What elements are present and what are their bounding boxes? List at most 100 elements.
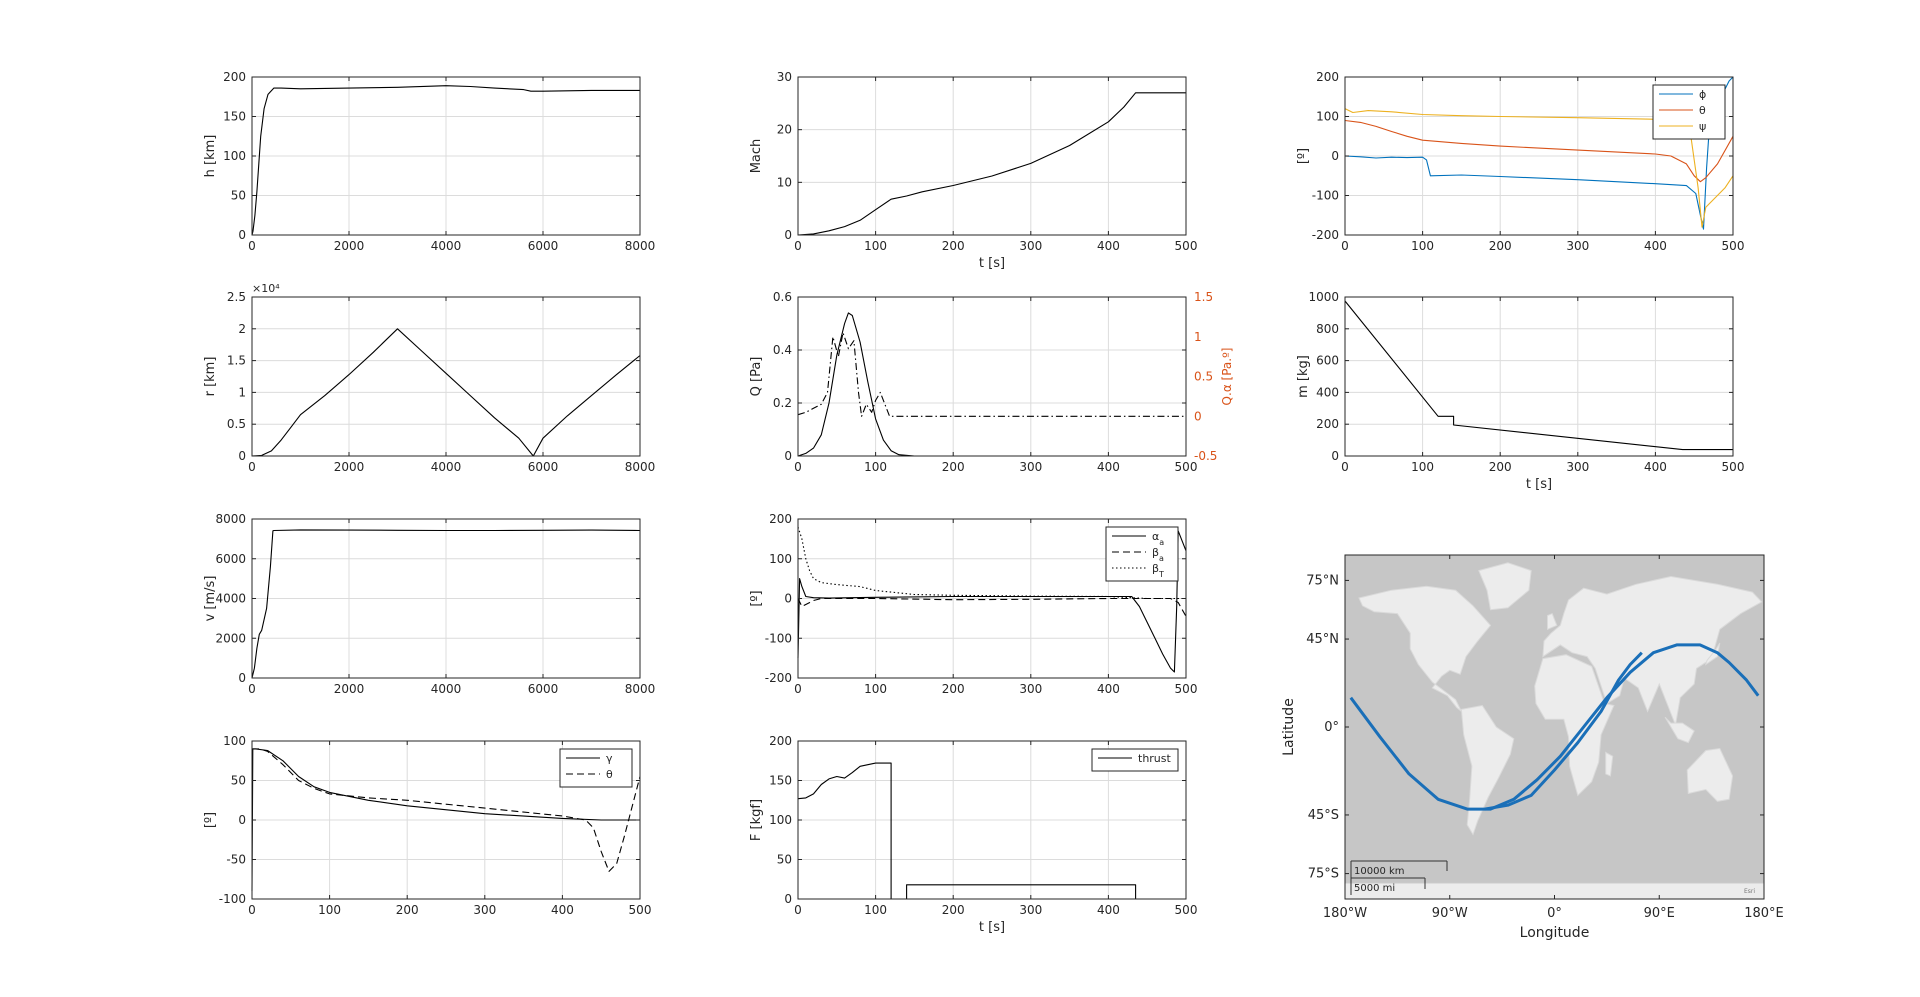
y-tick-label: 20 xyxy=(777,123,792,137)
legend: thrust xyxy=(1091,748,1179,772)
legend-label: θ xyxy=(1699,104,1706,117)
y-axis-label: r [km] xyxy=(203,357,218,397)
series-line-q-0 xyxy=(797,312,1186,457)
chart-euler: 0 100 200 300 400 500 -200 -100 0 100 200 [º] ϕθψ xyxy=(1296,70,1744,253)
y-tick-label: -200 xyxy=(765,671,792,685)
y-tick-label: 200 xyxy=(769,734,792,748)
x-tick-label: 400 xyxy=(1097,903,1120,917)
legend-box xyxy=(1652,84,1726,140)
x-tick-label: 180°W xyxy=(1323,906,1367,921)
y-right-axis-label: Q.α [Pa.º] xyxy=(1220,348,1234,406)
map-land xyxy=(1534,654,1615,797)
x-tick-label: 8000 xyxy=(625,239,656,253)
y-tick-label: 75°S xyxy=(1308,867,1339,882)
y-tick-label: 0 xyxy=(238,449,246,463)
y-tick-label: 2 xyxy=(238,322,246,336)
y-tick-label: 600 xyxy=(1316,354,1339,368)
x-tick-label: 300 xyxy=(1019,239,1042,253)
chart-q: 0 100 200 300 400 500 0 0.2 0.4 0.6 -0.5 0 0.5 1 1.5 Q.… xyxy=(749,290,1234,474)
y-tick-label: 2.5 xyxy=(227,290,246,304)
y-tick-label: 6000 xyxy=(215,552,246,566)
x-axis-label: t [s] xyxy=(1526,477,1552,492)
map-land xyxy=(1605,751,1614,777)
map-land xyxy=(1542,575,1763,727)
legend-label: θ xyxy=(606,768,613,781)
x-tick-label: 500 xyxy=(1175,903,1198,917)
series-line-v-0 xyxy=(251,529,641,679)
map-land xyxy=(1547,612,1558,631)
x-tick-label: 200 xyxy=(942,460,965,474)
scalebar-label-km: 10000 km xyxy=(1354,866,1405,877)
x-tick-label: 500 xyxy=(1722,460,1745,474)
y-tick-label: -50 xyxy=(226,853,246,867)
x-tick-label: 100 xyxy=(1411,239,1434,253)
x-tick-label: 300 xyxy=(1566,460,1589,474)
map-land xyxy=(1664,716,1695,744)
y-tick-label: 800 xyxy=(1316,322,1339,336)
y-tick-label: 100 xyxy=(223,734,246,748)
y-tick-label: 0 xyxy=(238,813,246,827)
map-land xyxy=(1358,585,1492,712)
legend-label: thrust xyxy=(1138,752,1172,765)
y-tick-label: 0 xyxy=(784,228,792,242)
y-tick-label: 200 xyxy=(769,512,792,526)
series-line-q-1 xyxy=(797,332,1186,417)
map-land xyxy=(1704,642,1721,666)
x-tick-label: 6000 xyxy=(528,239,559,253)
x-tick-label: 6000 xyxy=(528,682,559,696)
y-tick-label: 45°N xyxy=(1306,632,1339,647)
x-tick-label: 200 xyxy=(942,682,965,696)
y-tick-label: 50 xyxy=(231,189,246,203)
y-right-tick-label: 0 xyxy=(1194,409,1202,423)
y-tick-label: 8000 xyxy=(215,512,246,526)
y-tick-label: -100 xyxy=(765,631,792,645)
y-tick-label: 50 xyxy=(231,774,246,788)
y-tick-label: 0 xyxy=(784,892,792,906)
x-tick-label: 300 xyxy=(1566,239,1589,253)
y-tick-label: 1.5 xyxy=(227,354,246,368)
series-line-map-0 xyxy=(1349,643,1760,811)
x-tick-label: 6000 xyxy=(528,460,559,474)
y-tick-label: 1000 xyxy=(1308,290,1339,304)
y-tick-label: 200 xyxy=(1316,70,1339,84)
y-axis-label: Latitude xyxy=(1281,698,1297,756)
series-line-m-0 xyxy=(1344,300,1733,451)
y-tick-label: 75°N xyxy=(1306,573,1339,588)
x-tick-label: 500 xyxy=(1175,460,1198,474)
y-tick-label: -200 xyxy=(1312,228,1339,242)
x-tick-label: 100 xyxy=(864,239,887,253)
y-right-tick-label: -0.5 xyxy=(1194,449,1217,463)
y-axis-label: Q [Pa] xyxy=(749,357,764,397)
x-tick-label: 2000 xyxy=(334,239,365,253)
y-tick-label: 10 xyxy=(777,175,792,189)
y-axis-label: F [kgf] xyxy=(749,799,764,841)
y-axis-label: v [m/s] xyxy=(203,576,218,622)
y-tick-label: 0.2 xyxy=(773,396,792,410)
y-tick-label: 4000 xyxy=(215,592,246,606)
x-tick-label: 300 xyxy=(1019,682,1042,696)
series-line-map-1 xyxy=(1484,651,1643,811)
x-tick-label: 2000 xyxy=(334,460,365,474)
x-tick-label: 8000 xyxy=(625,460,656,474)
series-line-angles-0 xyxy=(797,530,1187,673)
x-tick-label: 300 xyxy=(1019,903,1042,917)
chart-thrust: 0 100 200 300 400 500 0 50 100 150 200 t [s] F [kgf]… xyxy=(749,734,1197,935)
x-tick-label: 8000 xyxy=(625,682,656,696)
y-tick-label: 0.5 xyxy=(227,417,246,431)
y-tick-label: 45°S xyxy=(1308,808,1339,823)
x-tick-label: 2000 xyxy=(334,682,365,696)
x-tick-label: 4000 xyxy=(431,460,462,474)
scalebar-label-mi: 5000 mi xyxy=(1354,883,1395,894)
y-tick-label: 100 xyxy=(1316,110,1339,124)
legend-label: ψ xyxy=(1699,120,1706,133)
map-land xyxy=(1686,747,1734,802)
chart-r: 0 2000 4000 6000 8000 0 0.5 1 1.5 2 2.5 r [km] ×10⁴ xyxy=(203,282,655,474)
x-tick-label: 500 xyxy=(1175,239,1198,253)
series-line-r-0 xyxy=(251,328,641,457)
y-tick-label: 200 xyxy=(1316,417,1339,431)
legend: ϕθψ xyxy=(1652,84,1726,140)
x-tick-label: 90°W xyxy=(1432,906,1468,921)
map-scalebar: 10000 km 5000 mi xyxy=(1350,860,1448,895)
series-line-thrust-0 xyxy=(797,762,1140,900)
map-attribution: Esri xyxy=(1744,888,1755,895)
